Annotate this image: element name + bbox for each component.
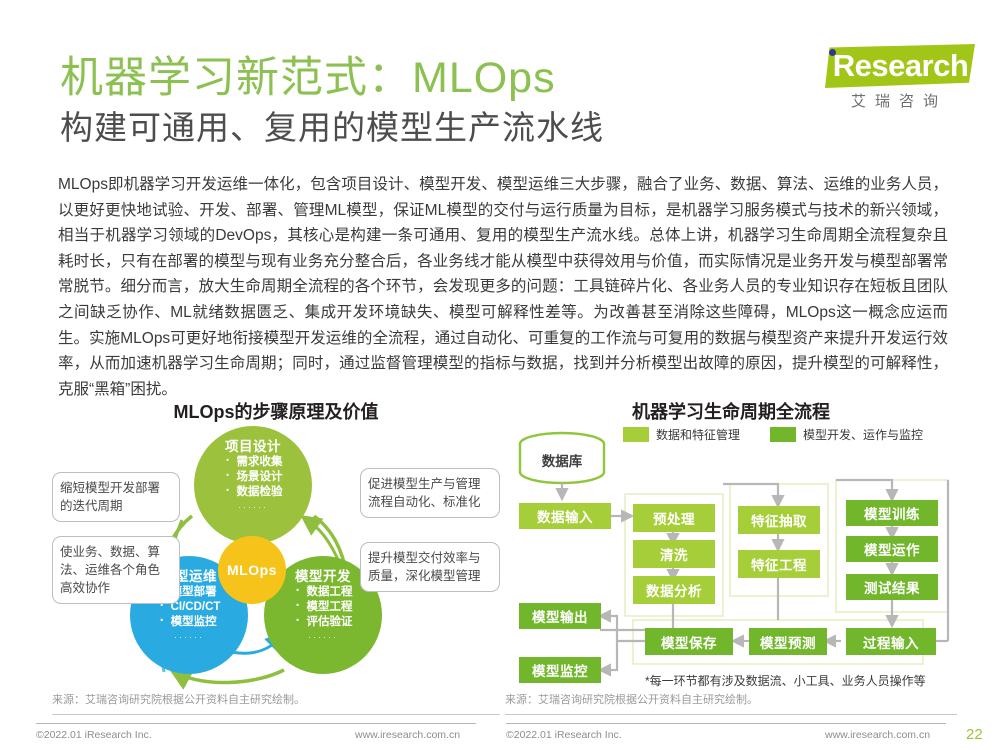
flow-node-preprocess: 预处理 — [633, 504, 715, 532]
cycle-node-ellipsis: ······ — [308, 632, 338, 642]
logo-chinese-name: 艾瑞咨询 — [850, 93, 947, 110]
iresearch-logo: Research i 艾瑞咨询 — [803, 40, 978, 118]
list-item: 模型工程 — [294, 598, 353, 615]
cycle-node-ellipsis: ······ — [174, 632, 204, 642]
list-item: 评估验证 — [294, 613, 353, 630]
callout-role-collaboration: 使业务、数据、算法、运维各个角色高效协作 — [52, 536, 180, 604]
flow-node-model-train: 模型训练 — [846, 500, 938, 526]
list-item: 模型监控 — [158, 613, 221, 630]
right-panel: 机器学习生命周期全流程 数据和特征管理 模型开发、运作与监控 — [505, 398, 957, 723]
legend-item-data: 数据和特征管理 — [623, 426, 740, 443]
cycle-node-title: 模型开发 — [295, 569, 351, 584]
flow-node-model-save: 模型保存 — [645, 628, 733, 655]
footer-website-right: www.iresearch.com.cn — [825, 729, 931, 741]
cycle-node-title: 项目设计 — [225, 439, 281, 454]
cycle-node-ellipsis: ······ — [238, 502, 268, 512]
legend-label: 模型开发、运作与监控 — [803, 428, 924, 442]
left-panel-title: MLOps的步骤原理及价值 — [173, 402, 379, 422]
page-subtitle: 构建可通用、复用的模型生产流水线 — [60, 109, 604, 146]
list-item: 场景设计 — [224, 468, 283, 485]
database-label: 数据库 — [541, 454, 583, 469]
flow-node-model-output: 模型输出 — [519, 603, 601, 629]
legend-label: 数据和特征管理 — [656, 428, 741, 442]
logo-wordmark: Research — [832, 48, 969, 83]
flow-node-model-predict: 模型预测 — [749, 628, 827, 655]
flow-node-data-analysis: 数据分析 — [633, 576, 715, 604]
right-panel-title: 机器学习生命周期全流程 — [632, 402, 830, 422]
footer-divider-right — [506, 723, 946, 724]
logo-dot-icon — [829, 49, 836, 56]
flowchart-connectors — [518, 431, 950, 677]
flow-node-model-run: 模型运作 — [846, 536, 938, 562]
cycle-node-items: 需求收集 场景设计 数据检验 — [224, 453, 283, 500]
flowchart-legend: 数据和特征管理 模型开发、运作与监控 — [623, 426, 945, 443]
logo-shape-icon — [825, 44, 975, 88]
left-panel-divider — [52, 714, 500, 715]
left-panel-source: 来源：艾瑞咨询研究院根据公开资料自主研究绘制。 — [52, 694, 305, 706]
list-item: 需求收集 — [224, 453, 283, 470]
body-paragraph: MLOps即机器学习开发运维一体化，包含项目设计、模型开发、模型运维三大步骤，融… — [58, 176, 948, 398]
footer-divider-left — [36, 723, 476, 724]
flow-node-test-result: 测试结果 — [846, 574, 938, 600]
page-header: 机器学习新范式：MLOps 构建可通用、复用的模型生产流水线 Research … — [0, 0, 1000, 150]
cycle-center-label: MLOps — [227, 562, 277, 578]
flow-node-data-input: 数据输入 — [519, 503, 611, 529]
list-item: CI/CD/CT — [158, 598, 221, 615]
footer-copyright-right: ©2022.01 iResearch Inc. — [506, 729, 622, 741]
flow-node-feature-eng: 特征工程 — [738, 550, 820, 578]
flowchart-note: *每一环节都有涉及数据流、小工具、业务人员操作等 — [645, 674, 926, 688]
callout-delivery-efficiency: 提升模型交付效率与质量，深化模型管理 — [360, 542, 500, 592]
cycle-center-mlops: MLOps — [218, 536, 286, 604]
footer-website-left: www.iresearch.com.cn — [355, 729, 461, 741]
logo-letter-i: i — [827, 50, 836, 85]
callout-shorten-cycle: 缩短模型开发部署的迭代周期 — [52, 472, 180, 522]
list-item: 数据检验 — [224, 483, 283, 500]
right-panel-divider — [505, 714, 957, 715]
page-number: 22 — [966, 726, 983, 743]
flow-node-feature-extract: 特征抽取 — [738, 506, 820, 534]
page-footer: ©2022.01 iResearch Inc. www.iresearch.co… — [0, 723, 1000, 750]
cycle-node-items: 数据工程 模型工程 评估验证 — [294, 583, 353, 630]
list-item: 数据工程 — [294, 583, 353, 600]
flow-node-cleaning: 清洗 — [633, 540, 715, 568]
mlops-cycle-diagram: 缩短模型开发部署的迭代周期 使业务、数据、算法、运维各个角色高效协作 促进模型生… — [52, 424, 500, 692]
ml-lifecycle-flowchart: 数据和特征管理 模型开发、运作与监控 — [505, 422, 957, 694]
legend-item-model: 模型开发、运作与监控 — [770, 426, 923, 443]
legend-swatch-icon — [770, 427, 797, 442]
callout-automation: 促进模型生产与管理流程自动化、标准化 — [360, 468, 500, 518]
cycle-node-project-design: 项目设计 需求收集 场景设计 数据检验 ······ — [194, 426, 312, 544]
right-panel-source: 来源：艾瑞咨询研究院根据公开资料自主研究绘制。 — [505, 694, 758, 706]
cycle-node-items: 模型部署 CI/CD/CT 模型监控 — [158, 583, 221, 630]
page-title: 机器学习新范式：MLOps — [60, 54, 556, 102]
left-panel: MLOps的步骤原理及价值 — [52, 398, 500, 723]
flow-node-model-monitor: 模型监控 — [519, 657, 601, 683]
footer-copyright-left: ©2022.01 iResearch Inc. — [36, 729, 152, 741]
flow-node-process-input: 过程输入 — [846, 628, 936, 655]
legend-swatch-icon — [623, 427, 649, 442]
